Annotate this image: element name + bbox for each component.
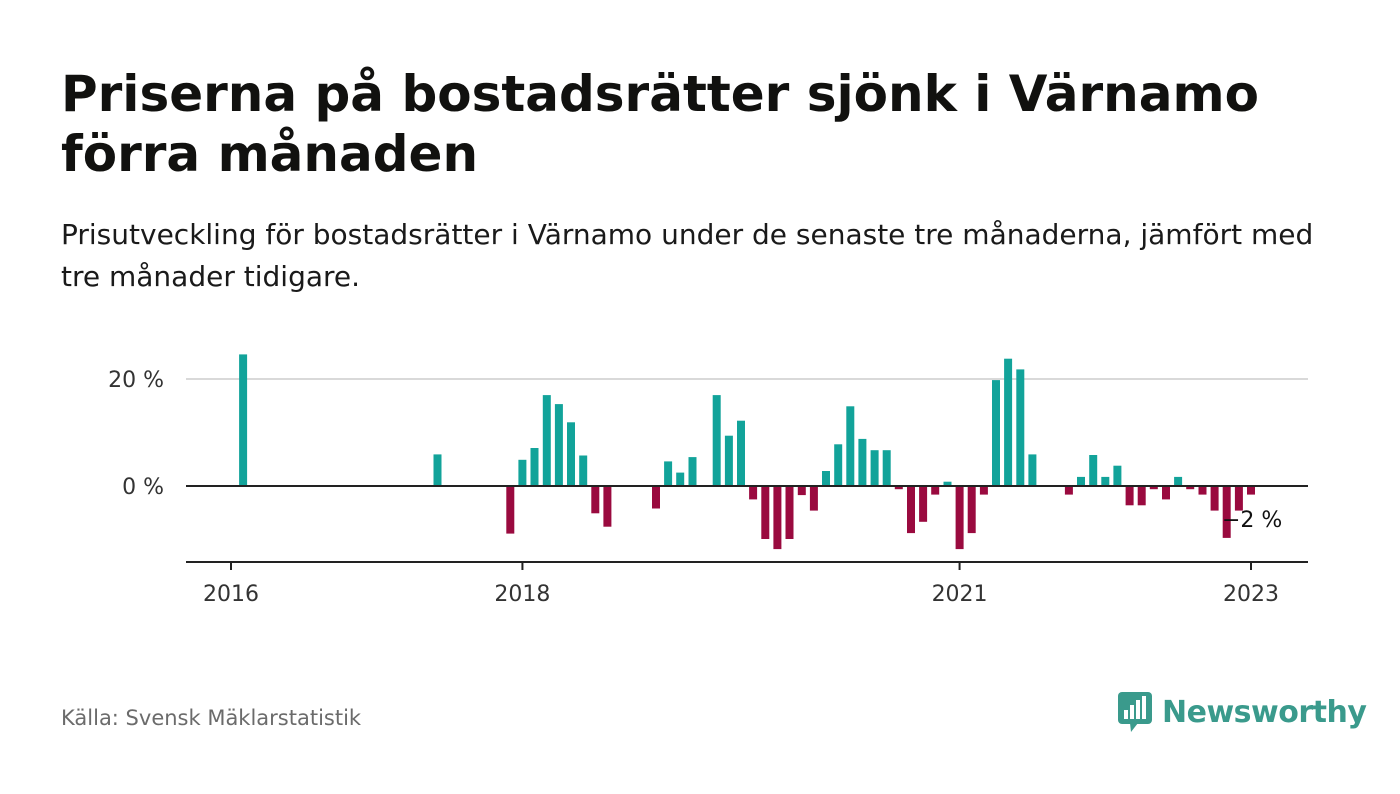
chart-bar (518, 459, 527, 486)
chart-bar (907, 486, 915, 534)
chart-bar (603, 486, 612, 527)
chart-bar (1125, 486, 1134, 506)
chart-bar (652, 486, 660, 509)
chart-bar (688, 457, 697, 486)
x-tick-label: 2023 (1223, 582, 1279, 607)
chart-bar (943, 481, 952, 486)
y-tick-label: 0 % (122, 475, 164, 500)
x-tick-label: 2018 (494, 582, 550, 607)
chart-bar (530, 448, 539, 486)
chart-bar (676, 472, 685, 486)
chart-bar (1247, 486, 1255, 495)
chart-bar (567, 422, 575, 486)
chart-bar (591, 486, 600, 514)
chart-bar (1210, 486, 1219, 511)
chart-bar (870, 450, 879, 486)
page-title: Priserna på bostadsrätter sjönk i Värnam… (61, 65, 1259, 183)
chart-bar (1101, 476, 1110, 486)
chart-bar (506, 486, 515, 534)
x-tick-label: 2021 (932, 582, 988, 607)
chart-bar (1113, 465, 1122, 486)
chart-bar (1016, 369, 1025, 486)
chart-bar (979, 486, 988, 495)
chart-bar (894, 486, 903, 490)
chart-bar (712, 395, 721, 486)
chart-bar (1162, 486, 1170, 500)
chart-bar (664, 461, 673, 486)
chart-bar (809, 486, 818, 511)
last-value-annotation: −2 % (1222, 508, 1282, 533)
brand-name: Newsworthy (1162, 694, 1367, 730)
axes-layer (186, 485, 1308, 570)
chart-bar (1077, 476, 1085, 486)
chart-bar (785, 486, 794, 539)
chart-bar (554, 404, 563, 486)
chart-bar (1174, 476, 1183, 486)
chart-bar (737, 420, 745, 486)
chart-bar (724, 435, 733, 486)
chart-bar (1089, 455, 1098, 486)
chart-bar (433, 454, 442, 486)
chart-bar (1004, 358, 1013, 486)
page-subtitle: Prisutveckling för bostadsrätter i Värna… (61, 218, 1314, 293)
chart-bar (749, 486, 758, 500)
chart-bar (967, 486, 976, 534)
chart-bar (579, 455, 588, 486)
chart-bar (1149, 486, 1158, 490)
chart-bar (542, 395, 551, 486)
chart-bar (1064, 486, 1073, 495)
brand-logo[interactable]: Newsworthy (1118, 690, 1367, 734)
chart-bar (797, 486, 806, 496)
chart-bar (1198, 486, 1207, 495)
bars-layer (239, 354, 1255, 550)
chart-bar (992, 380, 1000, 486)
chart-bar (239, 354, 248, 486)
chart-bar (1137, 486, 1146, 506)
source-note: Källa: Svensk Mäklarstatistik (61, 706, 362, 730)
y-tick-label: 20 % (108, 368, 164, 393)
chart-bar (773, 486, 782, 550)
x-tick-label: 2016 (203, 582, 259, 607)
chart-bar (1028, 454, 1037, 486)
chart-bar (822, 471, 830, 486)
chart-bar (834, 444, 843, 486)
chart-bar (882, 450, 891, 486)
chart-bar (955, 486, 964, 550)
chart-bar (761, 486, 770, 539)
chart-bar (919, 486, 928, 522)
newsworthy-icon (1118, 692, 1152, 732)
labels-layer: 0 % 20 % 2016 2018 2021 2023 −2 % (108, 368, 1282, 607)
chart-bar (931, 486, 940, 495)
chart-bar (858, 438, 867, 486)
chart-bar (846, 406, 855, 486)
chart-bar (1234, 486, 1243, 511)
chart-bar (1222, 486, 1231, 538)
chart-bar (1186, 486, 1195, 490)
